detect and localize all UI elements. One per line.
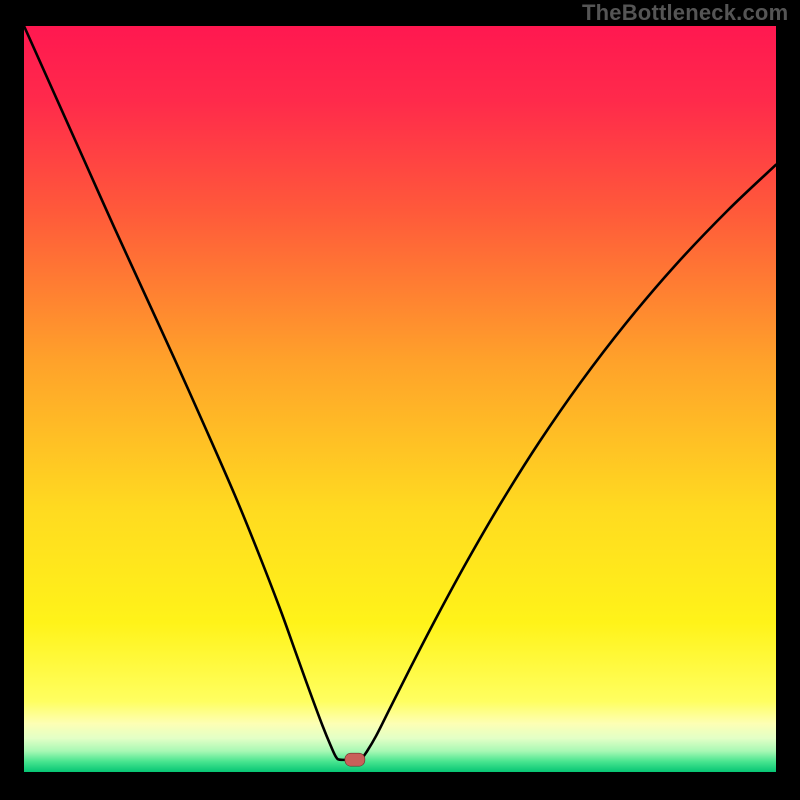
chart-svg — [24, 26, 776, 772]
chart-plot-area — [24, 26, 776, 772]
watermark-text: TheBottleneck.com — [582, 0, 788, 26]
optimal-point-marker — [345, 753, 365, 766]
gradient-background — [24, 26, 776, 772]
